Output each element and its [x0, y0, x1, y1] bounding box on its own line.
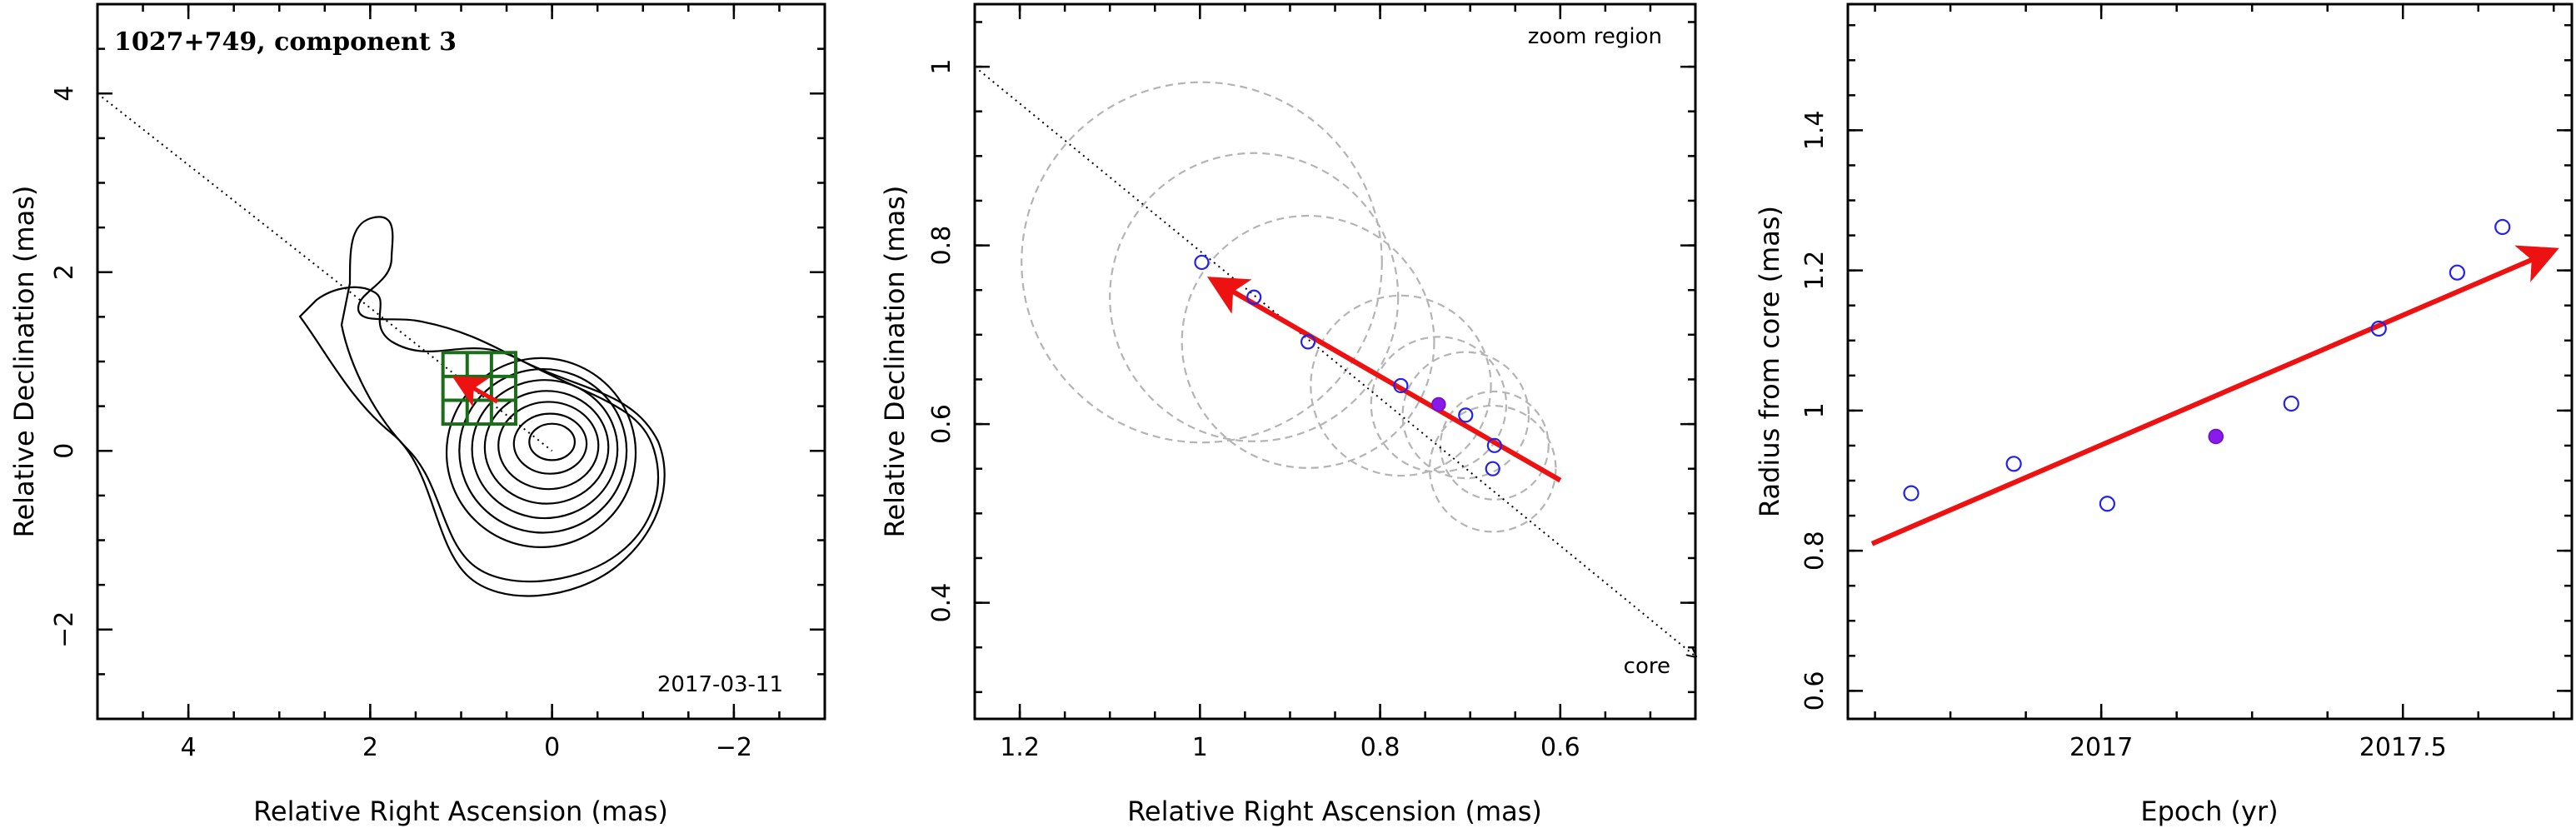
y-tick-label: 2	[50, 264, 79, 280]
panel-source-map: 4 2 0 −2 −2 0 2 4 1027+749, component 3 2017-03…	[8, 2, 826, 827]
contour-level	[458, 367, 628, 534]
zoom-box-grid	[441, 351, 517, 426]
x-tick-label: 2017	[2069, 733, 2133, 762]
x-tick-label: 0.8	[1360, 733, 1400, 762]
component-size-circle	[1370, 336, 1508, 473]
x-axis-label: Relative Right Ascension (mas)	[1127, 796, 1542, 827]
y-axis-label: Relative Declination (mas)	[879, 186, 911, 538]
component-point-current	[1431, 397, 1446, 412]
radius-point	[2449, 264, 2466, 281]
component-size-circle	[1401, 351, 1530, 480]
component-positions	[1194, 254, 1502, 476]
contour-level	[528, 422, 577, 461]
contour-level	[471, 379, 619, 520]
y-tick-label: 1.2	[1800, 251, 1830, 291]
y-tick-label: 0	[50, 443, 79, 459]
y-axis-label: Relative Declination (mas)	[8, 186, 40, 538]
contour-lines	[445, 357, 637, 548]
y-tick-label: 0.6	[927, 404, 956, 444]
radius-point	[2005, 456, 2022, 472]
x-tick-label: 2	[362, 733, 378, 762]
axes: 2017 2017.5 0.6 0.8 1 1.2 1.4	[1800, 4, 2572, 762]
component-point	[1458, 407, 1474, 423]
y-tick-label: 4	[50, 86, 79, 102]
date-label: 2017-03-11	[657, 672, 783, 697]
contour-outer	[298, 286, 666, 597]
contour-level	[497, 401, 600, 491]
component-point	[1194, 254, 1210, 271]
y-tick-label: 1	[927, 59, 956, 75]
jet-direction-line	[974, 66, 1695, 656]
component-size-circles	[1021, 81, 1557, 533]
x-tick-label: 2017.5	[2359, 733, 2447, 762]
radius-point	[2283, 395, 2299, 412]
y-tick-label: 1.4	[1800, 111, 1830, 151]
plot-frame	[1846, 2, 2574, 721]
x-tick-label: 1	[1192, 733, 1208, 762]
component-point	[1486, 437, 1502, 453]
radius-points	[1903, 218, 2511, 512]
radius-point	[2099, 496, 2115, 512]
fit-vector	[1870, 245, 2559, 546]
motion-vector	[452, 376, 499, 407]
y-axis-label: Radius from core (mas)	[1754, 206, 1785, 517]
radius-point-current	[2208, 428, 2224, 445]
radius-point	[2494, 218, 2511, 236]
component-point	[1300, 334, 1316, 350]
contour-level	[483, 390, 610, 505]
y-tick-label: 0.8	[1800, 531, 1830, 571]
zoom-box	[441, 351, 517, 426]
panel-radius-vs-epoch: 2017 2017.5 0.6 0.8 1 1.2 1.4 Epoch (yr) Radiu…	[1754, 2, 2574, 827]
component-size-circle	[1021, 81, 1383, 444]
contour-outer-2	[340, 216, 660, 583]
plot-frame	[973, 2, 1697, 721]
x-axis-label: Epoch (yr)	[2140, 796, 2278, 827]
y-tick-label: 0.4	[927, 583, 956, 623]
x-tick-label: 0	[544, 733, 560, 762]
component-size-circle	[1181, 214, 1435, 469]
plot-frame	[96, 2, 826, 721]
x-tick-label: 0.6	[1540, 733, 1580, 762]
radius-point	[1903, 485, 1920, 501]
y-tick-label: −2	[50, 611, 79, 648]
jet-direction-line	[97, 92, 553, 452]
y-tick-label: 0.6	[1800, 671, 1830, 711]
panel-zoom-region: 1.2 1 0.8 0.6 0.4 0.6 0.8 1 zoom region core Re…	[879, 2, 1697, 827]
x-tick-label: −2	[716, 733, 752, 762]
component-size-circle	[1310, 294, 1492, 477]
contour-level	[512, 412, 588, 475]
component-size-circle	[1439, 390, 1550, 501]
component-size-circle	[1109, 152, 1400, 442]
x-axis-label: Relative Right Ascension (mas)	[253, 796, 668, 827]
x-tick-label: 1.2	[1000, 733, 1040, 762]
panel-title: 1027+749, component 3	[114, 27, 457, 57]
y-tick-label: 0.8	[927, 226, 956, 266]
component-size-circle	[1428, 404, 1557, 533]
axes: 1.2 1 0.8 0.6 0.4 0.6 0.8 1	[927, 4, 1695, 762]
zoom-region-label: zoom region	[1528, 24, 1662, 49]
axes: 4 2 0 −2 −2 0 2 4	[50, 2, 826, 762]
y-tick-label: 1	[1800, 402, 1830, 418]
component-point	[1485, 461, 1500, 476]
contour-level	[445, 357, 637, 548]
x-tick-label: 4	[181, 733, 197, 762]
radius-point	[2370, 320, 2387, 337]
component-point	[1393, 377, 1409, 394]
component-point	[1246, 289, 1262, 305]
core-label: core	[1624, 654, 1670, 679]
motion-vector	[1206, 277, 1562, 483]
